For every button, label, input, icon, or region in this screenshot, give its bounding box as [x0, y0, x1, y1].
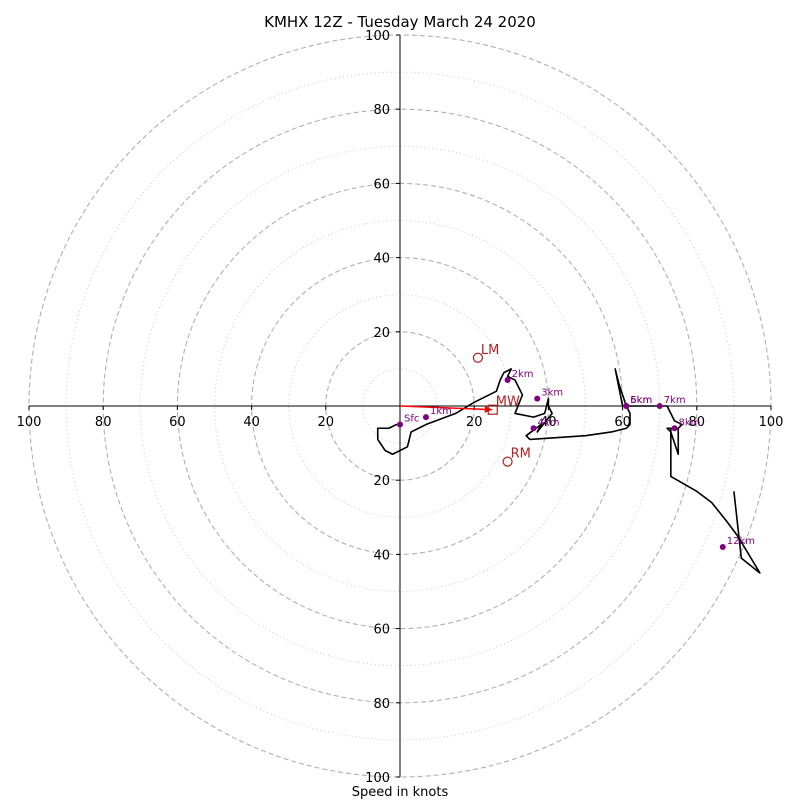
height-marker-point [397, 421, 403, 428]
storm-motion-label: RM [511, 447, 531, 462]
y-tick-label: 100 [365, 771, 390, 786]
y-tick-label: 60 [373, 623, 390, 638]
y-tick-label: 20 [373, 474, 390, 489]
hodograph-line [376, 368, 761, 574]
y-tick-label: 40 [373, 548, 390, 563]
x-tick-label: 100 [17, 415, 42, 430]
height-marker-label: 4km [538, 417, 560, 428]
height-marker-point [422, 414, 429, 421]
y-tick-label: 40 [373, 252, 390, 267]
x-tick-label: 20 [466, 415, 483, 430]
mean-wind-arrow-shaft [399, 405, 485, 411]
height-marker-label: 7km [664, 395, 686, 406]
height-marker-label: 1km [430, 406, 452, 417]
height-marker-point [504, 377, 511, 384]
storm-motion-marker [487, 404, 498, 415]
x-tick-label: 60 [614, 415, 631, 430]
storm-motion-marker [502, 456, 513, 467]
storm-motion-marker [472, 352, 484, 363]
x-tick-label: 40 [540, 415, 557, 430]
x-axis-label: Speed in knots [352, 785, 449, 800]
x-tick-label: 80 [95, 415, 112, 430]
y-tick-label: 60 [373, 177, 390, 192]
height-marker-label: 5km [630, 395, 652, 406]
storm-motion-label: MW [496, 395, 520, 410]
storm-motion-label: LM [481, 343, 499, 358]
y-tick-label: 80 [373, 697, 390, 712]
height-marker-label: 2km [512, 369, 534, 380]
height-marker-point [530, 425, 537, 432]
height-marker-point [671, 425, 678, 432]
y-tick-label: 20 [373, 326, 390, 341]
y-tick-label: 100 [365, 29, 390, 44]
x-tick-label: 60 [169, 415, 186, 430]
height-marker-label: 12km [727, 536, 755, 547]
height-marker-point [534, 395, 541, 402]
y-tick-label: 80 [373, 103, 390, 118]
tick-labels: 20 20 20 20 40 40 40 40 60 60 60 60 80 80 80 80 100 100 10… [17, 29, 784, 786]
height-marker-label: Sfc [404, 414, 419, 425]
chart-title: KMHX 12Z - Tuesday March 24 2020 [264, 13, 536, 31]
x-tick-label: 100 [759, 415, 784, 430]
x-tick-label: 20 [318, 415, 335, 430]
height-marker-point [623, 403, 630, 409]
height-marker-point [656, 403, 663, 409]
height-marker-label: 3km [541, 388, 563, 399]
height-marker-point [719, 543, 726, 550]
height-marker-label: 6km [630, 395, 652, 406]
height-marker-label: 8km [679, 417, 701, 428]
x-tick-label: 40 [243, 415, 260, 430]
x-tick-label: 80 [689, 415, 706, 430]
